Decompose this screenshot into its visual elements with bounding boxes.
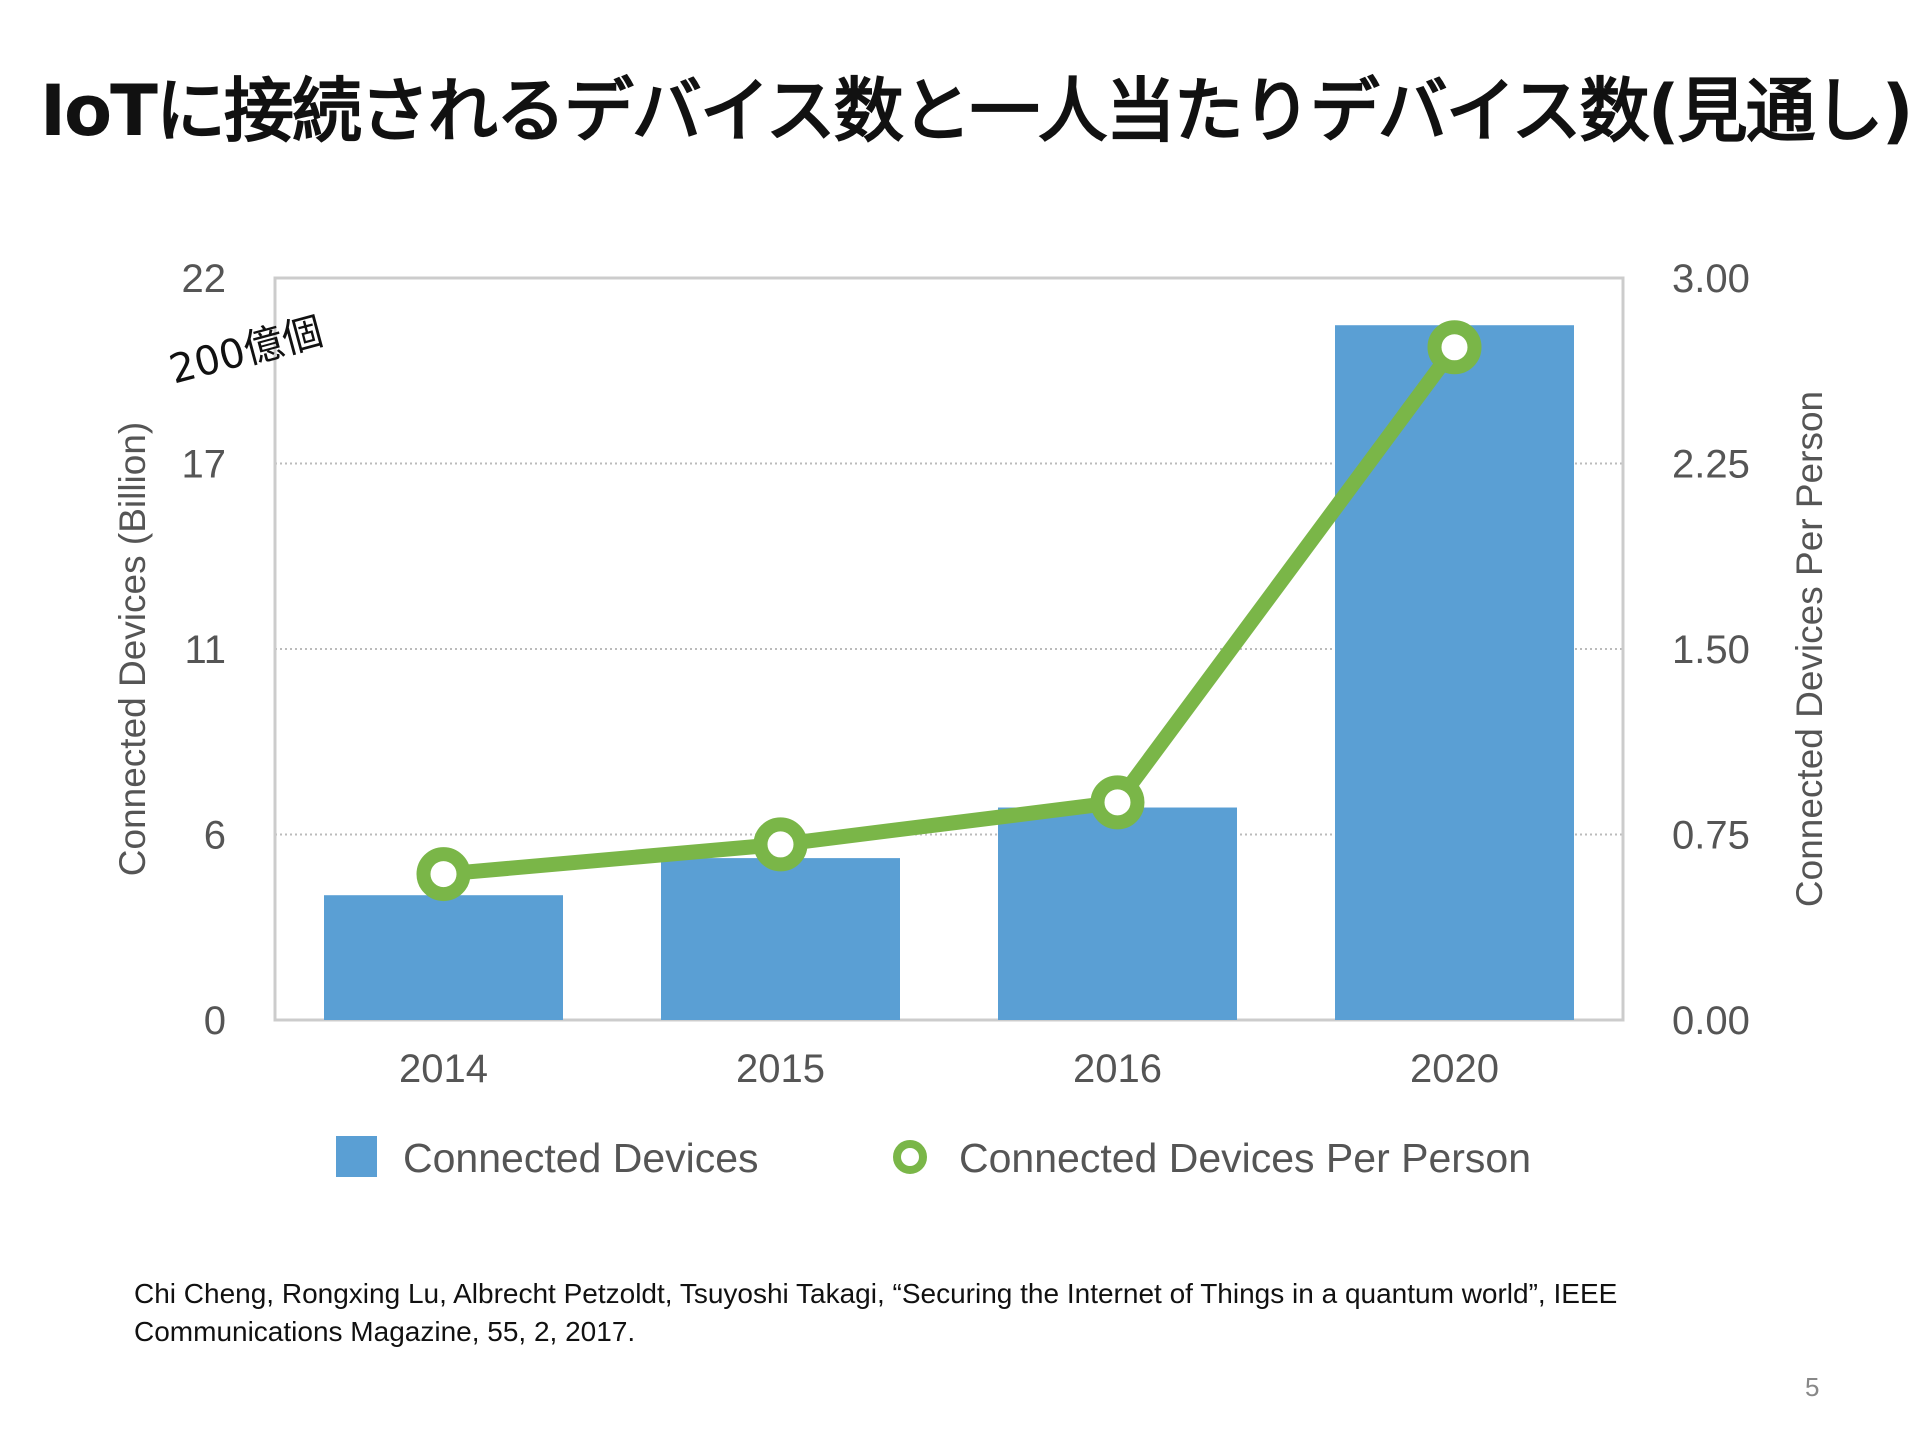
line-marker <box>1427 320 1482 375</box>
slide-title: IoTに接続されるデバイス数と一人当たりデバイス数(見通し) <box>40 70 1914 152</box>
y-axis-title: Connected Devices (Billion) <box>112 422 153 876</box>
x-tick-label: 2015 <box>736 1047 825 1091</box>
legend-label: Connected Devices Per Person <box>959 1135 1531 1181</box>
page-number: 5 <box>1805 1372 1820 1402</box>
y2-tick-label: 3.00 <box>1672 257 1750 301</box>
line-marker <box>416 847 471 902</box>
y2-axis-title: Connected Devices Per Person <box>1789 391 1830 907</box>
citation: Chi Cheng, Rongxing Lu, Albrecht Petzold… <box>134 1278 1618 1347</box>
y2-tick-label: 2.25 <box>1672 443 1750 487</box>
y-tick-label: 0 <box>204 999 226 1043</box>
bar <box>1335 325 1574 1021</box>
line-marker <box>1090 775 1145 830</box>
legend-swatch-line <box>893 1140 927 1174</box>
series-line <box>442 342 1461 882</box>
x-tick-label: 2014 <box>399 1047 488 1091</box>
y-tick-label: 11 <box>184 628 226 672</box>
y-tick-label: 6 <box>204 814 226 858</box>
legend-swatch-bar <box>336 1136 377 1177</box>
legend-label: Connected Devices <box>403 1135 759 1181</box>
y-tick-label: 22 <box>182 257 227 301</box>
y-tick-label: 17 <box>182 443 227 487</box>
y2-tick-label: 0.75 <box>1672 814 1750 858</box>
y2-tick-label: 1.50 <box>1672 628 1750 672</box>
bar <box>661 858 900 1020</box>
y2-tick-label: 0.00 <box>1672 999 1750 1043</box>
x-tick-label: 2016 <box>1073 1047 1162 1091</box>
x-tick-label: 2020 <box>1410 1047 1499 1091</box>
bar <box>998 807 1237 1020</box>
bar <box>324 895 563 1020</box>
plot-frame <box>273 276 1625 1022</box>
line-marker <box>753 817 808 872</box>
